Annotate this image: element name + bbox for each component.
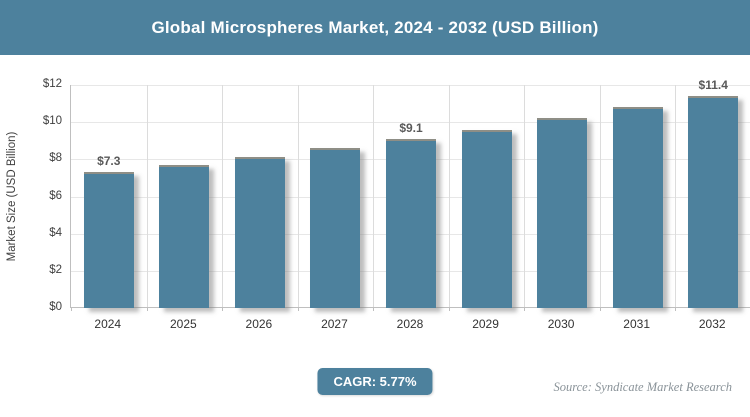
x-axis-tick xyxy=(222,307,224,311)
vertical-gridline xyxy=(448,85,450,307)
bar-2027 xyxy=(310,148,361,308)
y-axis-tick-label: $10 xyxy=(42,115,62,128)
x-axis-tick-label: 2027 xyxy=(321,317,348,331)
bar-chart: Market Size (USD Billion) $0 $2 $4 $6 $8 $10 $… xyxy=(0,55,750,345)
vertical-gridline xyxy=(599,85,601,307)
x-axis-tick xyxy=(448,307,450,311)
x-axis-tick-label: 2029 xyxy=(472,317,499,331)
x-axis-tick-label: 2024 xyxy=(94,317,122,331)
y-axis-tick-label: $6 xyxy=(49,189,62,202)
vertical-gridline xyxy=(524,85,526,307)
bar-2031 xyxy=(612,107,663,308)
bar-2026 xyxy=(234,157,285,308)
x-axis-tick-label: 2026 xyxy=(245,317,273,331)
bar-2032 xyxy=(688,96,739,308)
x-axis-tick-label: 2028 xyxy=(396,317,424,331)
bar-2028 xyxy=(386,138,436,308)
x-axis-tick xyxy=(373,307,375,311)
x-axis-tick xyxy=(599,307,601,311)
x-axis-tick xyxy=(71,307,72,311)
vertical-gridline xyxy=(222,85,224,307)
vertical-gridline xyxy=(373,85,375,307)
chart-title: Global Microspheres Market, 2024 - 2032 … xyxy=(151,17,599,37)
plot-area: $7.3 $9.1 $11.4 xyxy=(70,78,750,311)
x-axis-tick-label: 2025 xyxy=(169,317,197,331)
x-axis-tick-label: 2030 xyxy=(547,317,575,331)
cagr-badge: CAGR: 5.77% xyxy=(317,368,433,395)
bar-value-label: $7.3 xyxy=(97,154,121,169)
bar-2030 xyxy=(537,118,588,308)
y-axis-tick-label: $0 xyxy=(49,301,62,313)
bar-value-label: $11.4 xyxy=(698,78,728,93)
source-text: Source: Syndicate Market Research xyxy=(553,380,732,394)
bar-2029 xyxy=(461,129,512,308)
x-axis-tick xyxy=(146,307,148,311)
horizontal-gridline xyxy=(71,85,750,86)
vertical-gridline xyxy=(675,85,677,307)
x-axis-tick-label: 2031 xyxy=(623,317,650,331)
vertical-gridline xyxy=(297,85,299,307)
horizontal-gridline xyxy=(71,122,750,124)
chart-title-bar: Global Microspheres Market, 2024 - 2032 … xyxy=(0,0,750,55)
y-axis-tick-label: $12 xyxy=(42,78,62,90)
bar-2024 xyxy=(83,172,134,308)
y-axis-tick-label: $2 xyxy=(49,263,62,276)
bar-2025 xyxy=(159,164,210,308)
vertical-gridline xyxy=(146,85,148,307)
y-axis-tick-label: $4 xyxy=(49,226,62,239)
y-axis-tick-label: $8 xyxy=(49,152,62,165)
bar-value-label: $9.1 xyxy=(399,120,423,135)
x-axis-tick xyxy=(675,307,677,311)
x-axis-tick xyxy=(297,307,299,311)
x-axis-tick xyxy=(524,307,526,311)
x-axis-tick-label: 2032 xyxy=(698,317,726,331)
